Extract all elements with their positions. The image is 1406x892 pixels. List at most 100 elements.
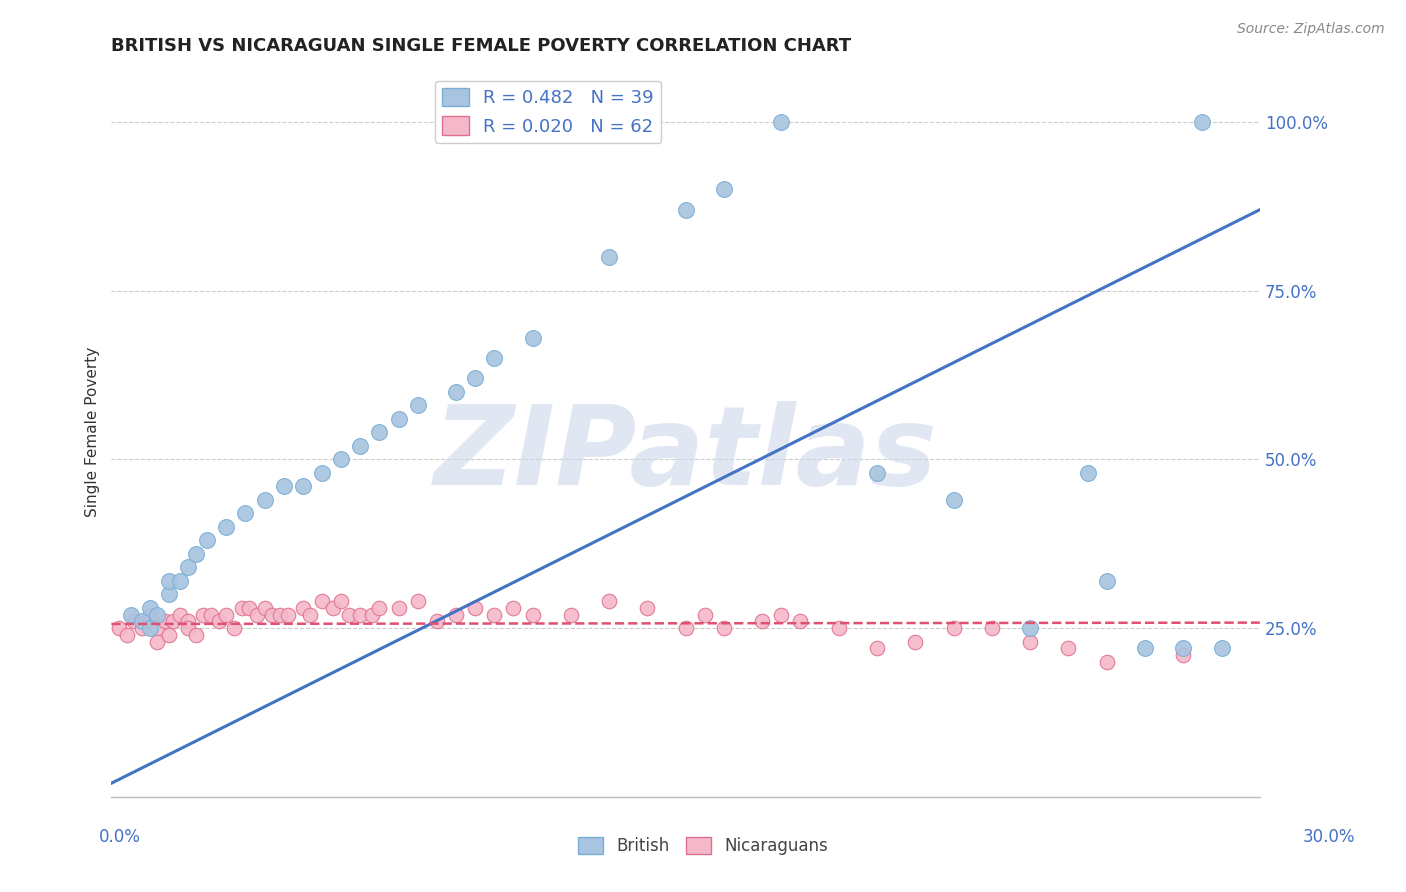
Point	[273, 479, 295, 493]
Point	[269, 607, 291, 622]
Text: BRITISH VS NICARAGUAN SINGLE FEMALE POVERTY CORRELATION CHART: BRITISH VS NICARAGUAN SINGLE FEMALE POVE…	[111, 37, 852, 55]
Point	[207, 615, 229, 629]
Point	[406, 594, 429, 608]
Point	[598, 594, 620, 608]
Point	[231, 600, 253, 615]
Point	[942, 621, 965, 635]
Point	[349, 439, 371, 453]
Point	[177, 560, 200, 574]
Legend: R = 0.482   N = 39, R = 0.020   N = 62: R = 0.482 N = 39, R = 0.020 N = 62	[434, 80, 661, 143]
Point	[138, 615, 160, 629]
Point	[444, 384, 467, 399]
Point	[904, 634, 927, 648]
Point	[464, 600, 486, 615]
Point	[138, 600, 160, 615]
Point	[169, 607, 191, 622]
Point	[464, 371, 486, 385]
Point	[387, 412, 409, 426]
Point	[1019, 621, 1042, 635]
Text: 30.0%: 30.0%	[1302, 828, 1355, 846]
Point	[138, 621, 160, 635]
Point	[291, 600, 314, 615]
Point	[675, 621, 697, 635]
Point	[337, 607, 360, 622]
Point	[131, 621, 153, 635]
Point	[1095, 574, 1118, 588]
Point	[387, 600, 409, 615]
Point	[1057, 641, 1080, 656]
Point	[177, 615, 200, 629]
Point	[157, 628, 180, 642]
Point	[636, 600, 658, 615]
Point	[675, 202, 697, 217]
Point	[215, 520, 238, 534]
Point	[484, 607, 506, 622]
Point	[330, 452, 353, 467]
Point	[291, 479, 314, 493]
Point	[262, 607, 284, 622]
Point	[311, 594, 333, 608]
Point	[108, 621, 131, 635]
Point	[157, 587, 180, 601]
Point	[1077, 466, 1099, 480]
Point	[146, 607, 169, 622]
Point	[322, 600, 344, 615]
Point	[253, 600, 276, 615]
Text: ZIPatlas: ZIPatlas	[434, 401, 938, 508]
Point	[124, 615, 146, 629]
Point	[235, 506, 257, 520]
Point	[406, 398, 429, 412]
Point	[184, 628, 207, 642]
Point	[153, 615, 176, 629]
Point	[828, 621, 851, 635]
Point	[1191, 115, 1213, 129]
Point	[1173, 648, 1195, 662]
Text: 0.0%: 0.0%	[98, 828, 141, 846]
Point	[193, 607, 215, 622]
Point	[368, 600, 391, 615]
Point	[120, 607, 142, 622]
Point	[770, 607, 793, 622]
Point	[138, 607, 160, 622]
Point	[426, 615, 449, 629]
Point	[299, 607, 322, 622]
Legend: British, Nicaraguans: British, Nicaraguans	[571, 830, 835, 862]
Point	[177, 621, 200, 635]
Point	[146, 621, 169, 635]
Point	[693, 607, 716, 622]
Point	[866, 466, 889, 480]
Point	[238, 600, 260, 615]
Point	[157, 574, 180, 588]
Point	[560, 607, 582, 622]
Point	[360, 607, 382, 622]
Point	[1095, 655, 1118, 669]
Point	[980, 621, 1002, 635]
Point	[330, 594, 353, 608]
Point	[444, 607, 467, 622]
Point	[1133, 641, 1156, 656]
Point	[184, 547, 207, 561]
Point	[368, 425, 391, 440]
Point	[522, 607, 544, 622]
Point	[942, 492, 965, 507]
Point	[789, 615, 811, 629]
Text: Source: ZipAtlas.com: Source: ZipAtlas.com	[1237, 22, 1385, 37]
Point	[146, 634, 169, 648]
Point	[1173, 641, 1195, 656]
Point	[115, 628, 138, 642]
Point	[169, 574, 191, 588]
Point	[484, 351, 506, 365]
Point	[222, 621, 245, 635]
Point	[195, 533, 218, 548]
Point	[253, 492, 276, 507]
Point	[131, 615, 153, 629]
Point	[1019, 634, 1042, 648]
Point	[162, 615, 184, 629]
Point	[713, 182, 735, 196]
Point	[349, 607, 371, 622]
Point	[276, 607, 298, 622]
Point	[522, 331, 544, 345]
Point	[770, 115, 793, 129]
Y-axis label: Single Female Poverty: Single Female Poverty	[86, 347, 100, 517]
Point	[598, 250, 620, 264]
